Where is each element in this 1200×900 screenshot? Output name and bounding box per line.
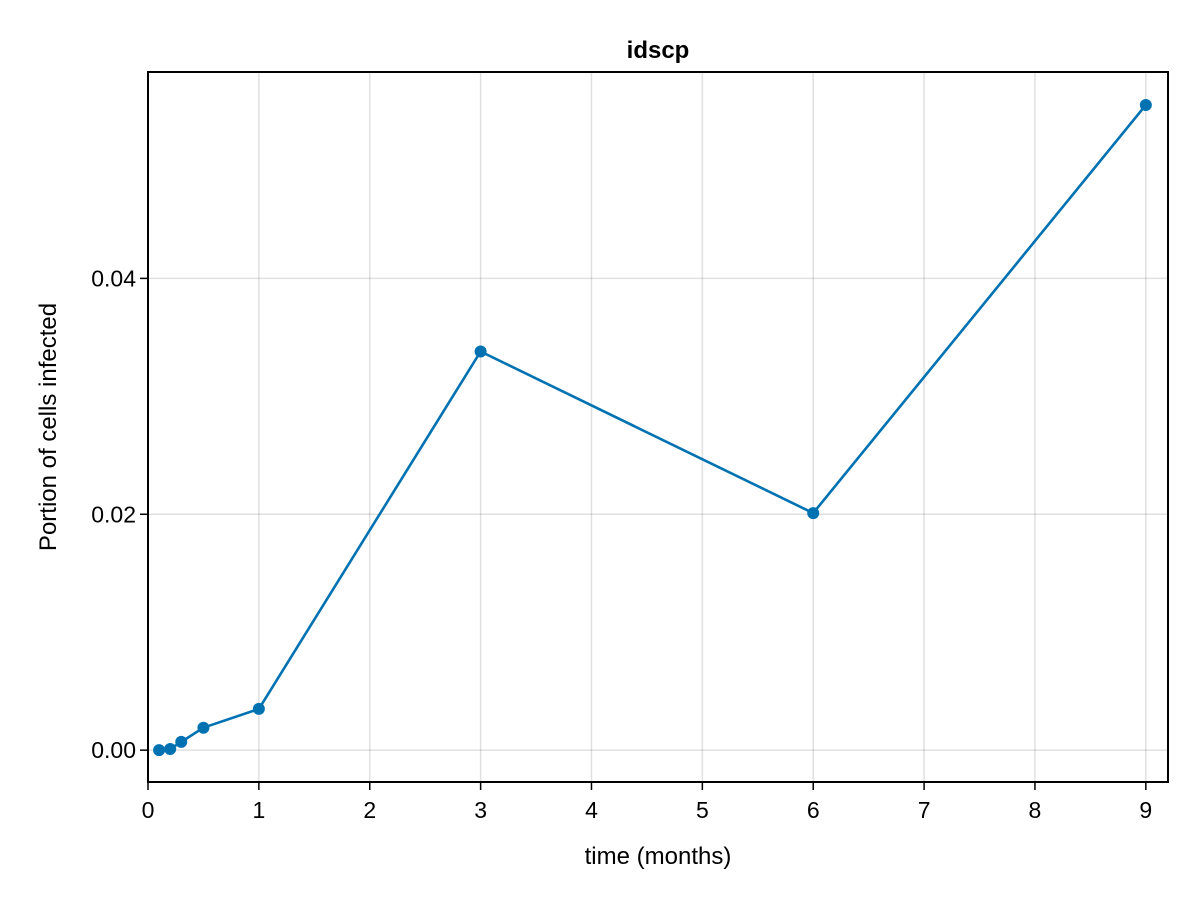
x-tick-label: 2 — [363, 797, 376, 823]
data-point — [807, 507, 820, 520]
chart-title: idscp — [627, 37, 690, 64]
y-tick-label: 0.00 — [91, 737, 136, 763]
y-axis-label: Portion of cells infected — [35, 303, 62, 551]
x-tick-label: 0 — [142, 797, 155, 823]
data-point — [474, 345, 487, 358]
x-tick-label: 6 — [807, 797, 820, 823]
x-axis-label: time (months) — [585, 843, 732, 870]
x-axis-ticks: 0 1 2 3 4 5 6 7 8 9 — [142, 782, 1152, 823]
x-tick-label: 7 — [918, 797, 931, 823]
x-tick-label: 5 — [696, 797, 709, 823]
x-tick-label: 9 — [1139, 797, 1152, 823]
data-point — [175, 735, 188, 748]
grid-lines — [147, 72, 1168, 782]
data-point — [1139, 99, 1152, 112]
y-tick-label: 0.02 — [91, 501, 136, 527]
y-tick-label: 0.04 — [91, 265, 136, 291]
x-tick-label: 8 — [1029, 797, 1042, 823]
x-tick-label: 3 — [474, 797, 487, 823]
plot-frame — [147, 71, 1169, 783]
data-point — [197, 721, 210, 734]
y-axis-ticks: 0.00 0.02 0.04 — [91, 265, 148, 763]
x-tick-label: 4 — [585, 797, 598, 823]
data-point — [252, 702, 265, 715]
x-tick-label: 1 — [252, 797, 265, 823]
data-point — [164, 742, 177, 755]
data-point — [153, 744, 166, 757]
series-layer — [153, 99, 1152, 757]
series-line — [158, 104, 1147, 752]
